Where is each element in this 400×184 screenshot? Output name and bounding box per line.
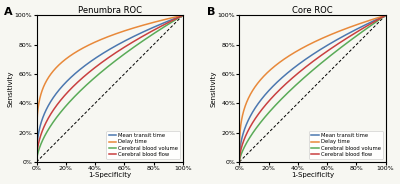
Cerebral blood flow (104, 58, 109, 60)
Y-axis label: Sensitivity: Sensitivity (7, 70, 13, 107)
Delay time (177, 15, 182, 17)
Cerebral blood flow (316, 56, 321, 59)
Cerebral blood flow (113, 52, 118, 54)
Mean transit time (357, 27, 362, 29)
Delay time (380, 15, 384, 17)
Delay time (306, 44, 311, 46)
Cerebral blood volume (154, 31, 159, 33)
Mean transit time (383, 14, 388, 16)
Cerebral blood flow (154, 28, 159, 30)
X-axis label: 1-Specificity: 1-Specificity (291, 172, 334, 178)
Cerebral blood flow (307, 63, 312, 65)
Mean transit time (177, 16, 182, 18)
Mean transit time (324, 45, 329, 47)
Cerebral blood volume (180, 14, 185, 16)
Cerebral blood volume (113, 59, 118, 62)
Line: Delay time: Delay time (36, 15, 183, 162)
Delay time (324, 35, 329, 38)
Cerebral blood volume (306, 72, 311, 75)
X-axis label: 1-Specificity: 1-Specificity (88, 172, 131, 178)
Delay time (383, 14, 388, 16)
Mean transit time (180, 14, 185, 16)
Mean transit time (306, 56, 311, 58)
Legend: Mean transit time, Delay time, Cerebral blood volume, Cerebral blood flow: Mean transit time, Delay time, Cerebral … (106, 131, 180, 159)
Title: Penumbra ROC: Penumbra ROC (78, 6, 142, 15)
Delay time (357, 23, 362, 25)
Cerebral blood volume (177, 16, 182, 19)
Delay time (104, 36, 109, 38)
Cerebral blood volume (121, 53, 126, 56)
Line: Cerebral blood volume: Cerebral blood volume (239, 15, 386, 162)
Cerebral blood flow (177, 16, 182, 18)
Cerebral blood flow (121, 47, 126, 49)
Line: Delay time: Delay time (239, 15, 386, 162)
Delay time (121, 30, 126, 32)
Cerebral blood volume (34, 161, 39, 163)
Y-axis label: Sensitivity: Sensitivity (210, 70, 216, 107)
Line: Cerebral blood volume: Cerebral blood volume (36, 15, 183, 162)
Text: B: B (207, 7, 216, 17)
Mean transit time (104, 50, 109, 52)
Line: Mean transit time: Mean transit time (36, 15, 183, 162)
Title: Core ROC: Core ROC (292, 6, 333, 15)
Delay time (237, 161, 242, 163)
Line: Cerebral blood flow: Cerebral blood flow (239, 15, 386, 162)
Delay time (180, 14, 185, 16)
Mean transit time (380, 16, 384, 18)
Line: Cerebral blood flow: Cerebral blood flow (36, 15, 183, 162)
Legend: Mean transit time, Delay time, Cerebral blood volume, Cerebral blood flow: Mean transit time, Delay time, Cerebral … (309, 131, 383, 159)
Cerebral blood volume (383, 14, 388, 16)
Cerebral blood volume (307, 72, 312, 74)
Mean transit time (34, 161, 39, 163)
Text: A: A (4, 7, 13, 17)
Mean transit time (237, 161, 242, 163)
Delay time (104, 36, 108, 39)
Mean transit time (307, 55, 312, 58)
Cerebral blood flow (383, 14, 388, 16)
Cerebral blood flow (380, 16, 384, 18)
Cerebral blood flow (306, 63, 311, 66)
Cerebral blood flow (104, 58, 108, 61)
Cerebral blood flow (34, 161, 39, 163)
Cerebral blood volume (380, 17, 384, 19)
Mean transit time (154, 25, 159, 27)
Delay time (316, 39, 321, 41)
Cerebral blood volume (104, 66, 109, 68)
Cerebral blood volume (316, 64, 321, 66)
Mean transit time (104, 50, 108, 53)
Cerebral blood flow (357, 29, 362, 32)
Delay time (307, 43, 312, 45)
Cerebral blood volume (324, 58, 329, 60)
Mean transit time (113, 45, 118, 47)
Cerebral blood flow (324, 51, 329, 53)
Mean transit time (316, 50, 321, 52)
Delay time (34, 161, 39, 163)
Line: Mean transit time: Mean transit time (239, 15, 386, 162)
Cerebral blood flow (237, 161, 242, 163)
Cerebral blood volume (237, 161, 242, 163)
Cerebral blood flow (180, 14, 185, 16)
Mean transit time (121, 40, 126, 43)
Cerebral blood volume (357, 33, 362, 35)
Delay time (113, 33, 118, 35)
Cerebral blood volume (104, 67, 108, 69)
Delay time (154, 20, 159, 23)
